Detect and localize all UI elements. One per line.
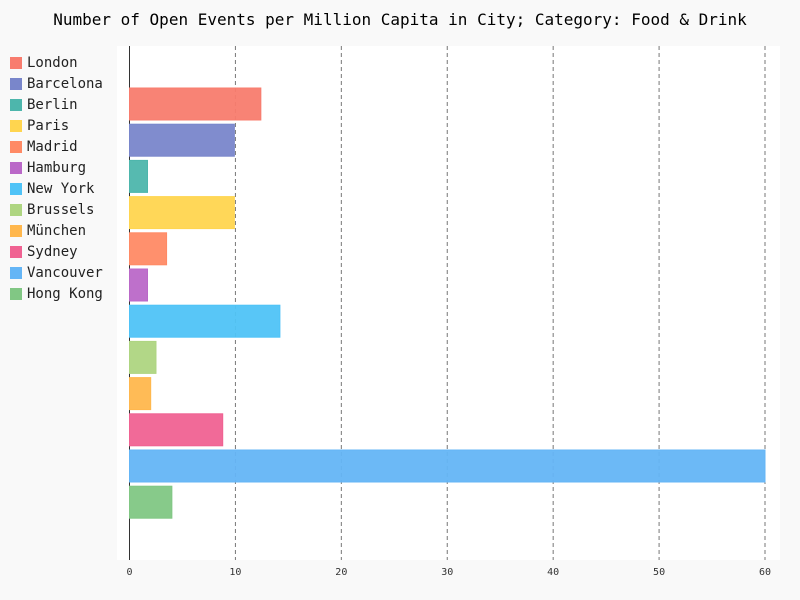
legend-item[interactable]: Berlin bbox=[10, 94, 118, 115]
legend-item[interactable]: Sydney bbox=[10, 241, 118, 262]
bar-new-york[interactable] bbox=[129, 304, 281, 338]
plot-background bbox=[117, 46, 780, 560]
legend-item[interactable]: München bbox=[10, 220, 118, 241]
legend-label: Vancouver bbox=[27, 264, 103, 281]
legend-swatch bbox=[10, 161, 22, 174]
legend-label: Brussels bbox=[27, 201, 95, 218]
bar-sydney[interactable] bbox=[129, 413, 224, 447]
legend-item[interactable]: Paris bbox=[10, 115, 118, 136]
legend-item[interactable]: Vancouver bbox=[10, 262, 118, 283]
x-tick-label: 40 bbox=[547, 567, 559, 578]
legend-item[interactable]: Hamburg bbox=[10, 157, 118, 178]
legend-swatch bbox=[10, 224, 22, 237]
x-tick-label: 50 bbox=[653, 567, 665, 578]
legend-label: London bbox=[27, 54, 78, 71]
bar-brussels[interactable] bbox=[129, 340, 157, 374]
legend-label: Madrid bbox=[27, 138, 78, 155]
legend-swatch bbox=[10, 203, 22, 216]
bar-barcelona[interactable] bbox=[129, 123, 235, 157]
bar-paris[interactable] bbox=[129, 196, 235, 230]
legend-label: Paris bbox=[27, 117, 70, 134]
legend-swatch bbox=[10, 98, 22, 111]
legend-label: Barcelona bbox=[27, 75, 103, 92]
bar-berlin[interactable] bbox=[129, 159, 149, 193]
x-tick-label: 10 bbox=[229, 567, 241, 578]
legend-swatch bbox=[10, 182, 22, 195]
legend-swatch bbox=[10, 266, 22, 279]
legend-swatch bbox=[10, 77, 22, 90]
legend-swatch bbox=[10, 287, 22, 300]
x-tick-label: 0 bbox=[126, 567, 132, 578]
chart-title: Number of Open Events per Million Capita… bbox=[53, 10, 747, 29]
legend-swatch bbox=[10, 119, 22, 132]
legend-swatch bbox=[10, 56, 22, 69]
legend-label: Sydney bbox=[27, 243, 78, 260]
legend-item[interactable]: New York bbox=[10, 178, 118, 199]
legend-item[interactable]: Hong Kong bbox=[10, 283, 118, 304]
legend-label: Hamburg bbox=[27, 159, 87, 176]
legend-label: Berlin bbox=[27, 96, 78, 113]
bar-vancouver[interactable] bbox=[129, 449, 766, 483]
legend-label: New York bbox=[27, 180, 95, 197]
bar-london[interactable] bbox=[129, 87, 262, 121]
bar-hong-kong[interactable] bbox=[129, 485, 173, 519]
bar-münchen[interactable] bbox=[129, 377, 152, 411]
bar-hamburg[interactable] bbox=[129, 268, 149, 302]
legend-item[interactable]: Madrid bbox=[10, 136, 118, 157]
legend-item[interactable]: Brussels bbox=[10, 199, 118, 220]
legend-item[interactable]: Barcelona bbox=[10, 73, 118, 94]
legend-swatch bbox=[10, 140, 22, 153]
legend-label: München bbox=[27, 222, 87, 239]
legend-item[interactable]: London bbox=[10, 52, 118, 73]
x-tick-label: 20 bbox=[335, 567, 347, 578]
legend-label: Hong Kong bbox=[27, 285, 103, 302]
bar-madrid[interactable] bbox=[129, 232, 168, 266]
legend-swatch bbox=[10, 245, 22, 258]
x-tick-label: 30 bbox=[441, 567, 453, 578]
chart-legend: London Barcelona Berlin Paris Madrid Hamburg N… bbox=[10, 52, 118, 304]
x-tick-label: 60 bbox=[759, 567, 771, 578]
